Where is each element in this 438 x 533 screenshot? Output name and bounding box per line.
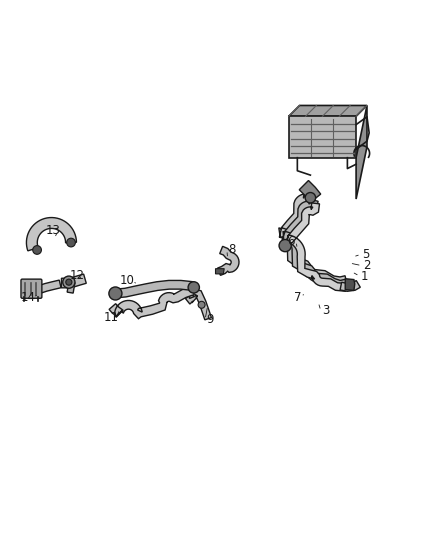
Polygon shape <box>289 106 367 116</box>
Polygon shape <box>61 274 86 288</box>
Circle shape <box>305 192 316 203</box>
Text: 2: 2 <box>363 259 371 272</box>
Text: 6: 6 <box>287 235 295 248</box>
Polygon shape <box>109 286 194 319</box>
Text: 3: 3 <box>322 304 330 317</box>
Circle shape <box>63 276 75 288</box>
Polygon shape <box>299 181 321 202</box>
Polygon shape <box>285 203 346 292</box>
Text: 11: 11 <box>103 311 119 325</box>
Polygon shape <box>289 116 356 158</box>
Circle shape <box>188 282 199 293</box>
Text: 12: 12 <box>70 269 85 282</box>
Polygon shape <box>26 217 77 251</box>
Circle shape <box>279 239 291 252</box>
Polygon shape <box>340 280 360 292</box>
Text: 5: 5 <box>362 248 370 261</box>
Polygon shape <box>67 281 75 293</box>
Text: 14: 14 <box>21 292 36 304</box>
Polygon shape <box>345 279 355 290</box>
Polygon shape <box>356 106 367 199</box>
FancyBboxPatch shape <box>21 279 42 298</box>
Text: 7: 7 <box>293 292 301 304</box>
Text: 10: 10 <box>120 274 135 287</box>
Polygon shape <box>215 269 224 274</box>
Circle shape <box>198 301 205 308</box>
Text: 1: 1 <box>361 270 368 282</box>
Polygon shape <box>39 280 61 293</box>
Polygon shape <box>185 289 212 320</box>
Circle shape <box>67 238 75 247</box>
Polygon shape <box>282 199 347 289</box>
Text: 9: 9 <box>207 313 214 326</box>
Text: 8: 8 <box>228 244 236 256</box>
Text: 13: 13 <box>45 224 60 237</box>
Circle shape <box>33 246 42 254</box>
Circle shape <box>109 287 122 300</box>
Polygon shape <box>218 246 239 276</box>
Polygon shape <box>115 280 193 298</box>
Polygon shape <box>279 191 347 287</box>
Circle shape <box>66 279 72 285</box>
